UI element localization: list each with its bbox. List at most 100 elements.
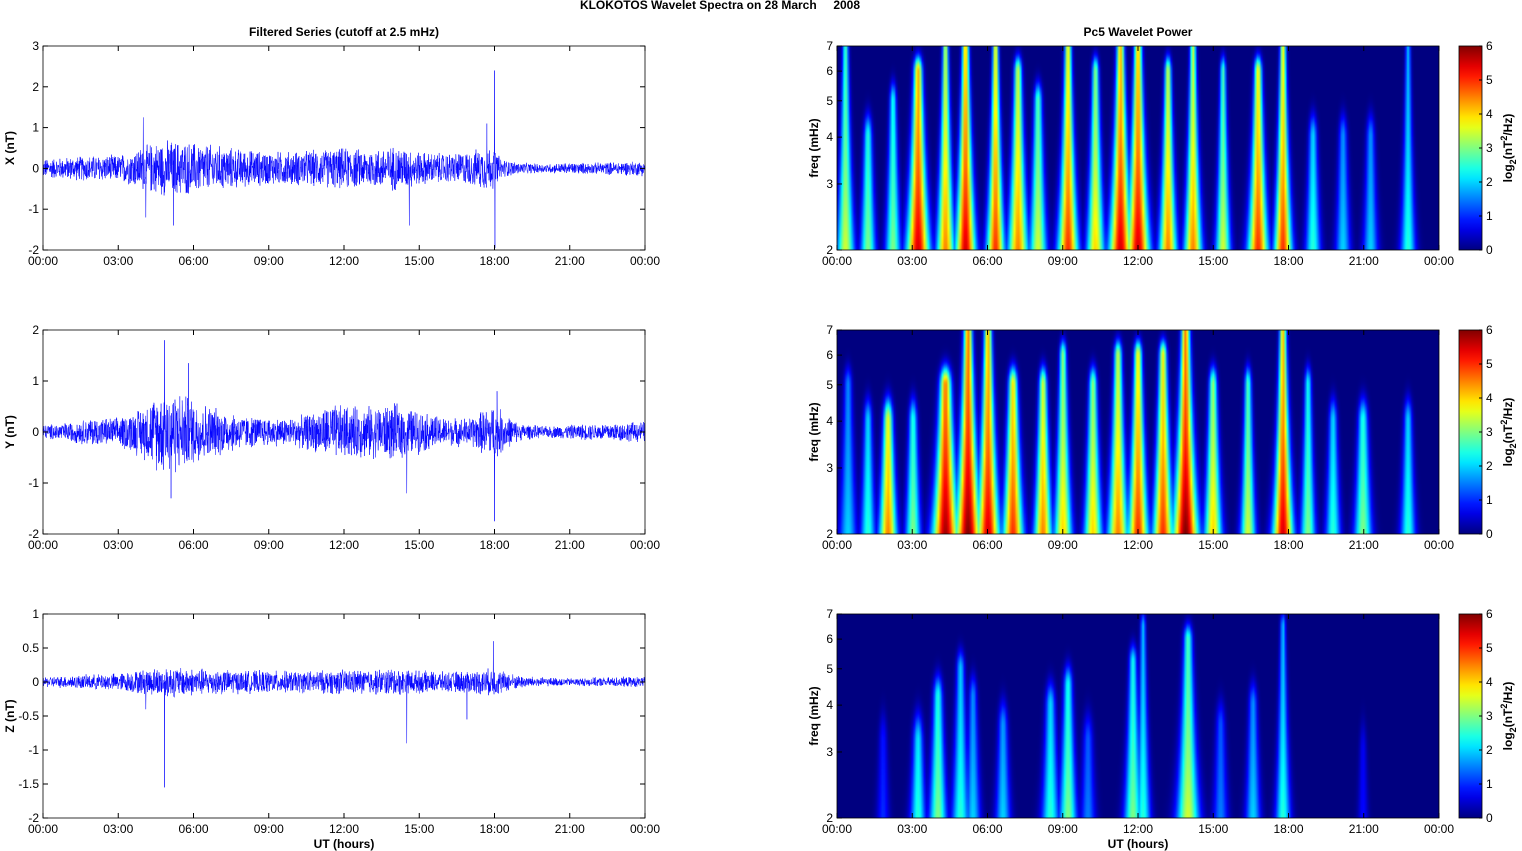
x-power-colorbar: 0 1 2 3 4 5 6 log2(nT2/Hz) — [1458, 39, 1518, 257]
y-series-xtick-label: 18:00 — [479, 538, 509, 552]
z-power-colorbar-tick-label: 5 — [1486, 641, 1493, 655]
z-series-ytick-label: 0 — [32, 675, 39, 689]
y-series-xtick-label: 12:00 — [329, 538, 359, 552]
y-series-ylabel: Y (nT) — [3, 415, 17, 449]
y-power-colorbar: 0 1 2 3 4 5 6 log2(nT2/Hz) — [1458, 323, 1518, 541]
z-power-colorbar-tick-label: 0 — [1486, 811, 1493, 825]
z-power-colorbar-label: log2(nT2/Hz) — [1499, 682, 1518, 751]
y-power-colorbar-label: log2(nT2/Hz) — [1499, 398, 1518, 467]
y-series-ytick-label: 0 — [32, 425, 39, 439]
y-series-trace — [42, 340, 646, 522]
z-power-colorbar: 0 1 2 3 4 5 6 log2(nT2/Hz) — [1458, 607, 1518, 825]
x-power-xtick-label: 06:00 — [972, 254, 1002, 268]
y-power-xtick-label: 15:00 — [1198, 538, 1228, 552]
z-power-ylabel: freq (mHz) — [807, 686, 821, 745]
x-series-plot-area — [43, 46, 645, 250]
y-power-xtick-label: 09:00 — [1048, 538, 1078, 552]
y-series-xtick-label: 00:00 — [28, 538, 58, 552]
z-power-ytick-label: 3 — [826, 745, 833, 759]
y-power-xtick-label: 00:00 — [1424, 538, 1454, 552]
x-power-colorbar-tick-label: 3 — [1486, 141, 1493, 155]
y-power-xtick-label: 03:00 — [897, 538, 927, 552]
x-power-heatmap-image — [837, 46, 1439, 250]
x-series-ytick-label: -2 — [28, 243, 39, 257]
y-power-xtick-label: 00:00 — [822, 538, 852, 552]
z-power-xtick-label: 00:00 — [822, 822, 852, 836]
z-power-xtick-label: 15:00 — [1198, 822, 1228, 836]
x-series-ytick-label: 1 — [32, 121, 39, 135]
y-power-ytick-label: 3 — [826, 461, 833, 475]
y-power-xtick-label: 12:00 — [1123, 538, 1153, 552]
x-power-xtick-label: 15:00 — [1198, 254, 1228, 268]
z-power-colorbar-tick-label: 6 — [1486, 607, 1493, 621]
x-power-colorbar-tick-label: 2 — [1486, 175, 1493, 189]
x-series-xtick-label: 15:00 — [404, 254, 434, 268]
y-power-ytick-label: 2 — [826, 527, 833, 541]
y-series-ytick-label: -2 — [28, 527, 39, 541]
y-series-xtick-label: 03:00 — [103, 538, 133, 552]
x-power-colorbar-tick-label: 5 — [1486, 73, 1493, 87]
x-power-ytick-label: 2 — [826, 243, 833, 257]
z-series-ytick-label: 1 — [32, 607, 39, 621]
y-power-panel: 2 3 4 5 6 7 00:00 03:00 06:00 09:00 12:00 15:00 18:0… — [807, 323, 1518, 552]
y-series-xtick-label: 06:00 — [178, 538, 208, 552]
z-series-xtick-label: 18:00 — [479, 822, 509, 836]
z-series-plot-area — [43, 614, 645, 818]
z-power-xtick-label: 09:00 — [1048, 822, 1078, 836]
z-series-xtick-label: 06:00 — [178, 822, 208, 836]
x-series-ytick-label: 2 — [32, 80, 39, 94]
x-power-xtick-label: 09:00 — [1048, 254, 1078, 268]
z-power-xtick-label: 00:00 — [1424, 822, 1454, 836]
y-power-ytick-label: 5 — [826, 378, 833, 392]
panels: -2 -1 0 1 2 3 00:00 03:00 06:00 09:00 12:00 15:00 18… — [3, 25, 1518, 851]
x-series-xtick-label: 12:00 — [329, 254, 359, 268]
z-series-xlabel: UT (hours) — [314, 837, 375, 851]
x-power-colorbar-tick-label: 6 — [1486, 39, 1493, 53]
x-power-ytick-label: 6 — [826, 64, 833, 78]
x-power-title: Pc5 Wavelet Power — [1084, 25, 1193, 39]
x-power-colorbar-tick-label: 4 — [1486, 107, 1493, 121]
y-power-heatmap-image — [837, 330, 1439, 534]
x-series-ytick-label: -1 — [28, 202, 39, 216]
z-power-xtick-label: 06:00 — [972, 822, 1002, 836]
z-power-ytick-label: 7 — [826, 607, 833, 621]
z-power-colorbar-tick-label: 2 — [1486, 743, 1493, 757]
y-series-xtick-label: 21:00 — [555, 538, 585, 552]
z-power-ytick-label: 2 — [826, 811, 833, 825]
x-series-xtick-label: 21:00 — [555, 254, 585, 268]
x-power-xtick-label: 12:00 — [1123, 254, 1153, 268]
y-series-xtick-label: 15:00 — [404, 538, 434, 552]
y-power-xtick-label: 18:00 — [1273, 538, 1303, 552]
x-power-xtick-label: 00:00 — [1424, 254, 1454, 268]
x-series-ytick-label: 0 — [32, 161, 39, 175]
x-power-ytick-label: 5 — [826, 94, 833, 108]
x-series-ytick-label: 3 — [32, 39, 39, 53]
z-series-xtick-label: 12:00 — [329, 822, 359, 836]
y-power-colorbar-tick-label: 3 — [1486, 425, 1493, 439]
y-power-colorbar-scale — [1458, 329, 1483, 535]
x-power-ylabel: freq (mHz) — [807, 118, 821, 177]
z-series-xtick-label: 21:00 — [555, 822, 585, 836]
y-series-ytick-label: -1 — [28, 476, 39, 490]
z-power-xtick-label: 21:00 — [1349, 822, 1379, 836]
y-power-colorbar-tick-label: 0 — [1486, 527, 1493, 541]
y-power-ytick-label: 4 — [826, 414, 833, 428]
x-power-ytick-label: 7 — [826, 39, 833, 53]
z-series-ytick-label: 0.5 — [22, 641, 39, 655]
z-power-heatmap-image — [837, 614, 1439, 818]
x-power-colorbar-scale — [1458, 45, 1483, 251]
z-power-ytick-label: 4 — [826, 698, 833, 712]
x-series-xtick-label: 06:00 — [178, 254, 208, 268]
z-series-ytick-label: -1 — [28, 743, 39, 757]
z-power-xtick-label: 18:00 — [1273, 822, 1303, 836]
x-power-colorbar-label: log2(nT2/Hz) — [1499, 114, 1518, 183]
x-series-xtick-label: 00:00 — [630, 254, 660, 268]
z-power-panel: 2 3 4 5 6 7 00:00 03:00 06:00 09:00 12:00 15:00 18:0… — [807, 607, 1518, 851]
x-power-xtick-label: 03:00 — [897, 254, 927, 268]
x-power-colorbar-tick-label: 1 — [1486, 209, 1493, 223]
x-series-xtick-label: 00:00 — [28, 254, 58, 268]
y-power-ylabel: freq (mHz) — [807, 402, 821, 461]
y-power-ytick-label: 7 — [826, 323, 833, 337]
z-series-ytick-label: -2 — [28, 811, 39, 825]
